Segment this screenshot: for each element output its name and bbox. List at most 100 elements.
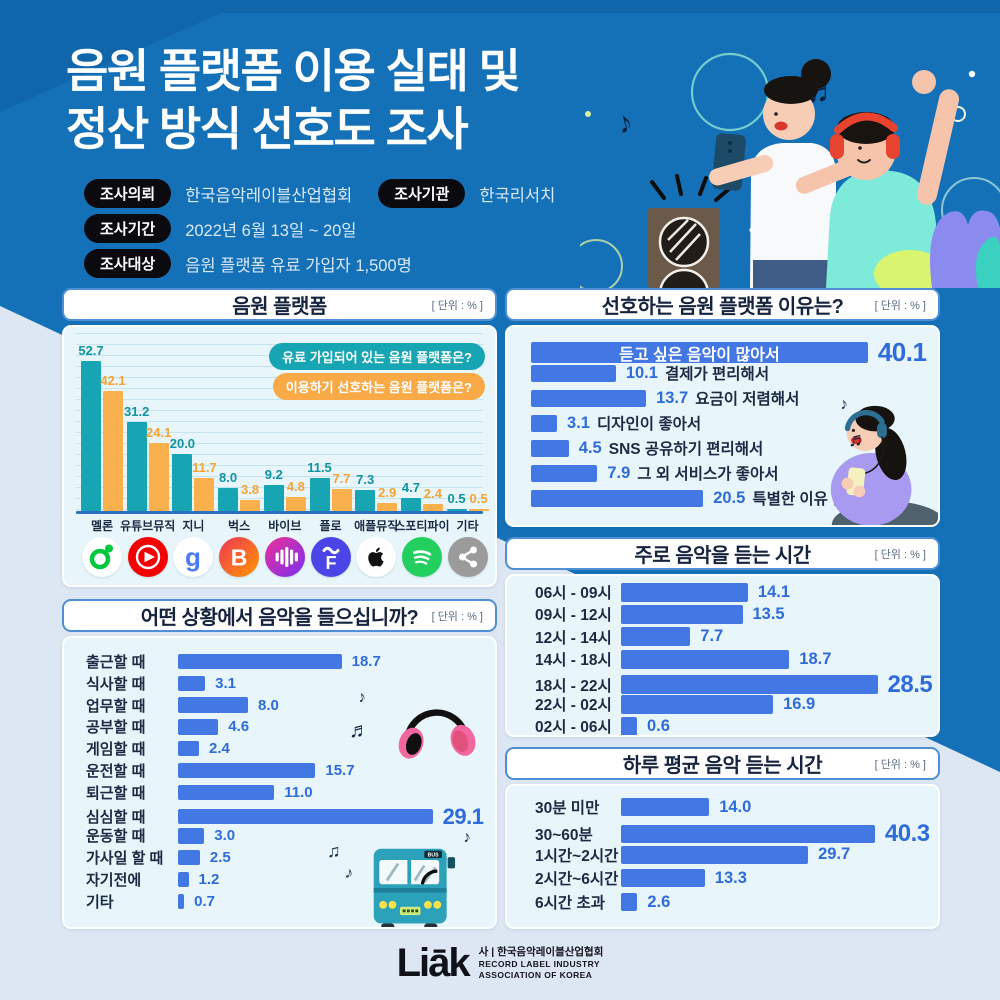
row-value: 18.7 [799, 649, 832, 668]
title-line-2: 정산 방식 선호도 조사 [66, 103, 469, 155]
listen-time-bar-rows: 06시 - 09시 14.1 09시 - 12시 13.5 12시 - 14시 7.7 14… [535, 576, 933, 735]
legend-paid-badge: 유료 가입되어 있는 음원 플랫폼은? [269, 343, 485, 370]
row-label: 게임할 때 [86, 741, 146, 759]
paid-bar [355, 490, 376, 511]
paid-bar [81, 361, 101, 511]
row-value: 29.1 [442, 803, 484, 829]
row-label: 30분 미만 [535, 800, 600, 817]
headphones-illustration [398, 709, 476, 759]
preferred-value: 7.7 [332, 471, 351, 487]
panel-body: 30분 미만 14.0 30~60분 40.3 1시간~2시간 29.7 2시간~6시간 13… [505, 784, 940, 929]
row-label: 2시간~6시간 [535, 871, 619, 889]
bus-illustration: BUS [373, 848, 456, 927]
row-bar [621, 716, 637, 735]
svg-text:g: g [185, 542, 201, 572]
paid-bar [218, 488, 239, 511]
row-label: 06시 - 09시 [535, 585, 612, 602]
reasons-bar-rows: 듣고 싶은 음악이 많아서 40.1 10.1 결제가 편리해서 13.7 요금이 저렴해… [531, 327, 932, 525]
reason-bar [531, 439, 569, 457]
row-label: 18시 - 22시 [535, 677, 612, 695]
row-label: 22시 - 02시 [535, 697, 612, 714]
row-label: 12시 - 14시 [535, 629, 612, 647]
row-label: 6시간 초과 [535, 895, 605, 913]
paid-value: 20.0 [169, 436, 196, 452]
panel-title: 음원 플랫폼 [232, 296, 327, 318]
row-value: 1.2 [198, 871, 220, 888]
row-bar [178, 762, 316, 779]
row-bar [178, 808, 433, 825]
svg-text:F: F [325, 553, 336, 573]
unit-label: [ 단위 : % ] [874, 299, 926, 312]
row-label: 공부할 때 [86, 719, 146, 737]
row-label: 30~60분 [535, 826, 593, 844]
row-bar [178, 719, 219, 735]
platform-name-row: 멜론 유튜브뮤직 지니 벅스 바이브 플로 애플뮤직 스포티파이 기타 [76, 517, 483, 533]
row-label: 09시 - 12시 [535, 607, 612, 625]
panel-header: 선호하는 음원 플랫폼 이유는? [ 단위 : % ] [505, 288, 940, 321]
footer-logo: Liāk 사 | 한국음악레이블산업협회 RECORD LABEL INDUST… [397, 941, 604, 986]
preferred-bar [148, 442, 169, 511]
info-value-agency: 한국리서치 [479, 186, 556, 205]
share-icon [447, 537, 488, 577]
paid-value: 11.5 [307, 460, 332, 476]
row-value: 11.0 [284, 783, 313, 801]
reason-row: 4.5 SNS 공유하기 편리해서 [531, 437, 763, 459]
data-row: 22시 - 02시 16.9 [535, 693, 815, 715]
panel-listening-time: 주로 음악을 듣는 시간 [ 단위 : % ] 06시 - 09시 14.1 09시… [505, 537, 940, 737]
unit-label: [ 단위 : % ] [431, 610, 483, 623]
association-name: 사 | 한국음악레이블산업협회 RECORD LABEL INDUSTRY AS… [479, 946, 604, 982]
survey-info: 조사의뢰 한국음악레이블산업협회 조사기관 한국리서치 조사기간 2022년 6… [84, 179, 556, 278]
row-label: 식사할 때 [86, 675, 146, 693]
panel-listening-situations: 어떤 상황에서 음악을 들으십니까? [ 단위 : % ] 출근할 때 18.7 식… [62, 599, 497, 929]
row-value: 14.1 [757, 582, 791, 601]
data-row: 06시 - 09시 14.1 [535, 581, 790, 603]
music-note-icon: ♫ [327, 841, 341, 861]
info-label-agency: 조사기관 [378, 179, 466, 208]
association-name-en2: ASSOCIATION OF KOREA [478, 970, 593, 981]
bar-group-8: 4.7 2.4 [400, 333, 444, 511]
background-top-strip [0, 0, 1000, 13]
youtube-music-icon [127, 537, 168, 577]
paid-value: 0.5 [447, 491, 466, 506]
panel-title: 어떤 상황에서 음악을 들으십니까? [140, 607, 419, 629]
row-value: 0.6 [647, 716, 670, 735]
row-value: 8.0 [258, 696, 279, 714]
panel-body: 듣고 싶은 음악이 많아서 40.1 10.1 결제가 편리해서 13.7 요금이 저렴해… [505, 325, 940, 527]
info-label-target: 조사대상 [84, 249, 172, 278]
chart-axis [76, 511, 483, 514]
data-row: 6시간 초과 2.6 [535, 891, 670, 913]
data-row: 퇴근할 때 11.0 [86, 782, 313, 803]
reason-row: 3.1 디자인이 좋아서 [531, 412, 701, 434]
speaker-illustration [648, 174, 732, 288]
preferred-bar [422, 504, 443, 511]
row-label: 출근할 때 [86, 654, 146, 671]
reason-value: 10.1 [625, 363, 658, 382]
vibe-icon [264, 537, 305, 577]
info-row: 조사대상 음원 플랫폼 유료 가입자 1,500명 [84, 249, 555, 278]
paid-value: 9.2 [264, 466, 283, 482]
data-row: 운동할 때 3.0 [86, 825, 235, 846]
reason-bar [531, 414, 558, 432]
row-value: 2.4 [209, 740, 230, 758]
row-bar [621, 824, 875, 843]
row-bar [178, 849, 200, 866]
panel-header: 주로 음악을 듣는 시간 [ 단위 : % ] [505, 537, 940, 570]
data-row: 1시간~2시간 29.7 [535, 844, 850, 866]
preferred-value: 2.9 [378, 484, 397, 500]
music-note-icon: ♬ [349, 719, 370, 742]
bar-group-4: 8.0 3.8 [217, 333, 261, 511]
row-value: 2.5 [209, 849, 231, 867]
platform-name: 플로 [319, 519, 342, 533]
panel-header: 음원 플랫폼 [ 단위 : % ] [62, 288, 497, 321]
paid-bar [172, 454, 193, 511]
data-row: 가사일 할 때 2.5 [86, 847, 231, 868]
row-label: 운전할 때 [86, 763, 146, 780]
preferred-bar [240, 500, 261, 511]
paid-value: 7.3 [356, 472, 375, 488]
melon-icon [82, 537, 122, 577]
data-row: 게임할 때 2.4 [86, 738, 230, 759]
row-label: 운동할 때 [86, 828, 146, 846]
preferred-bar [194, 477, 215, 511]
row-bar [621, 649, 790, 669]
